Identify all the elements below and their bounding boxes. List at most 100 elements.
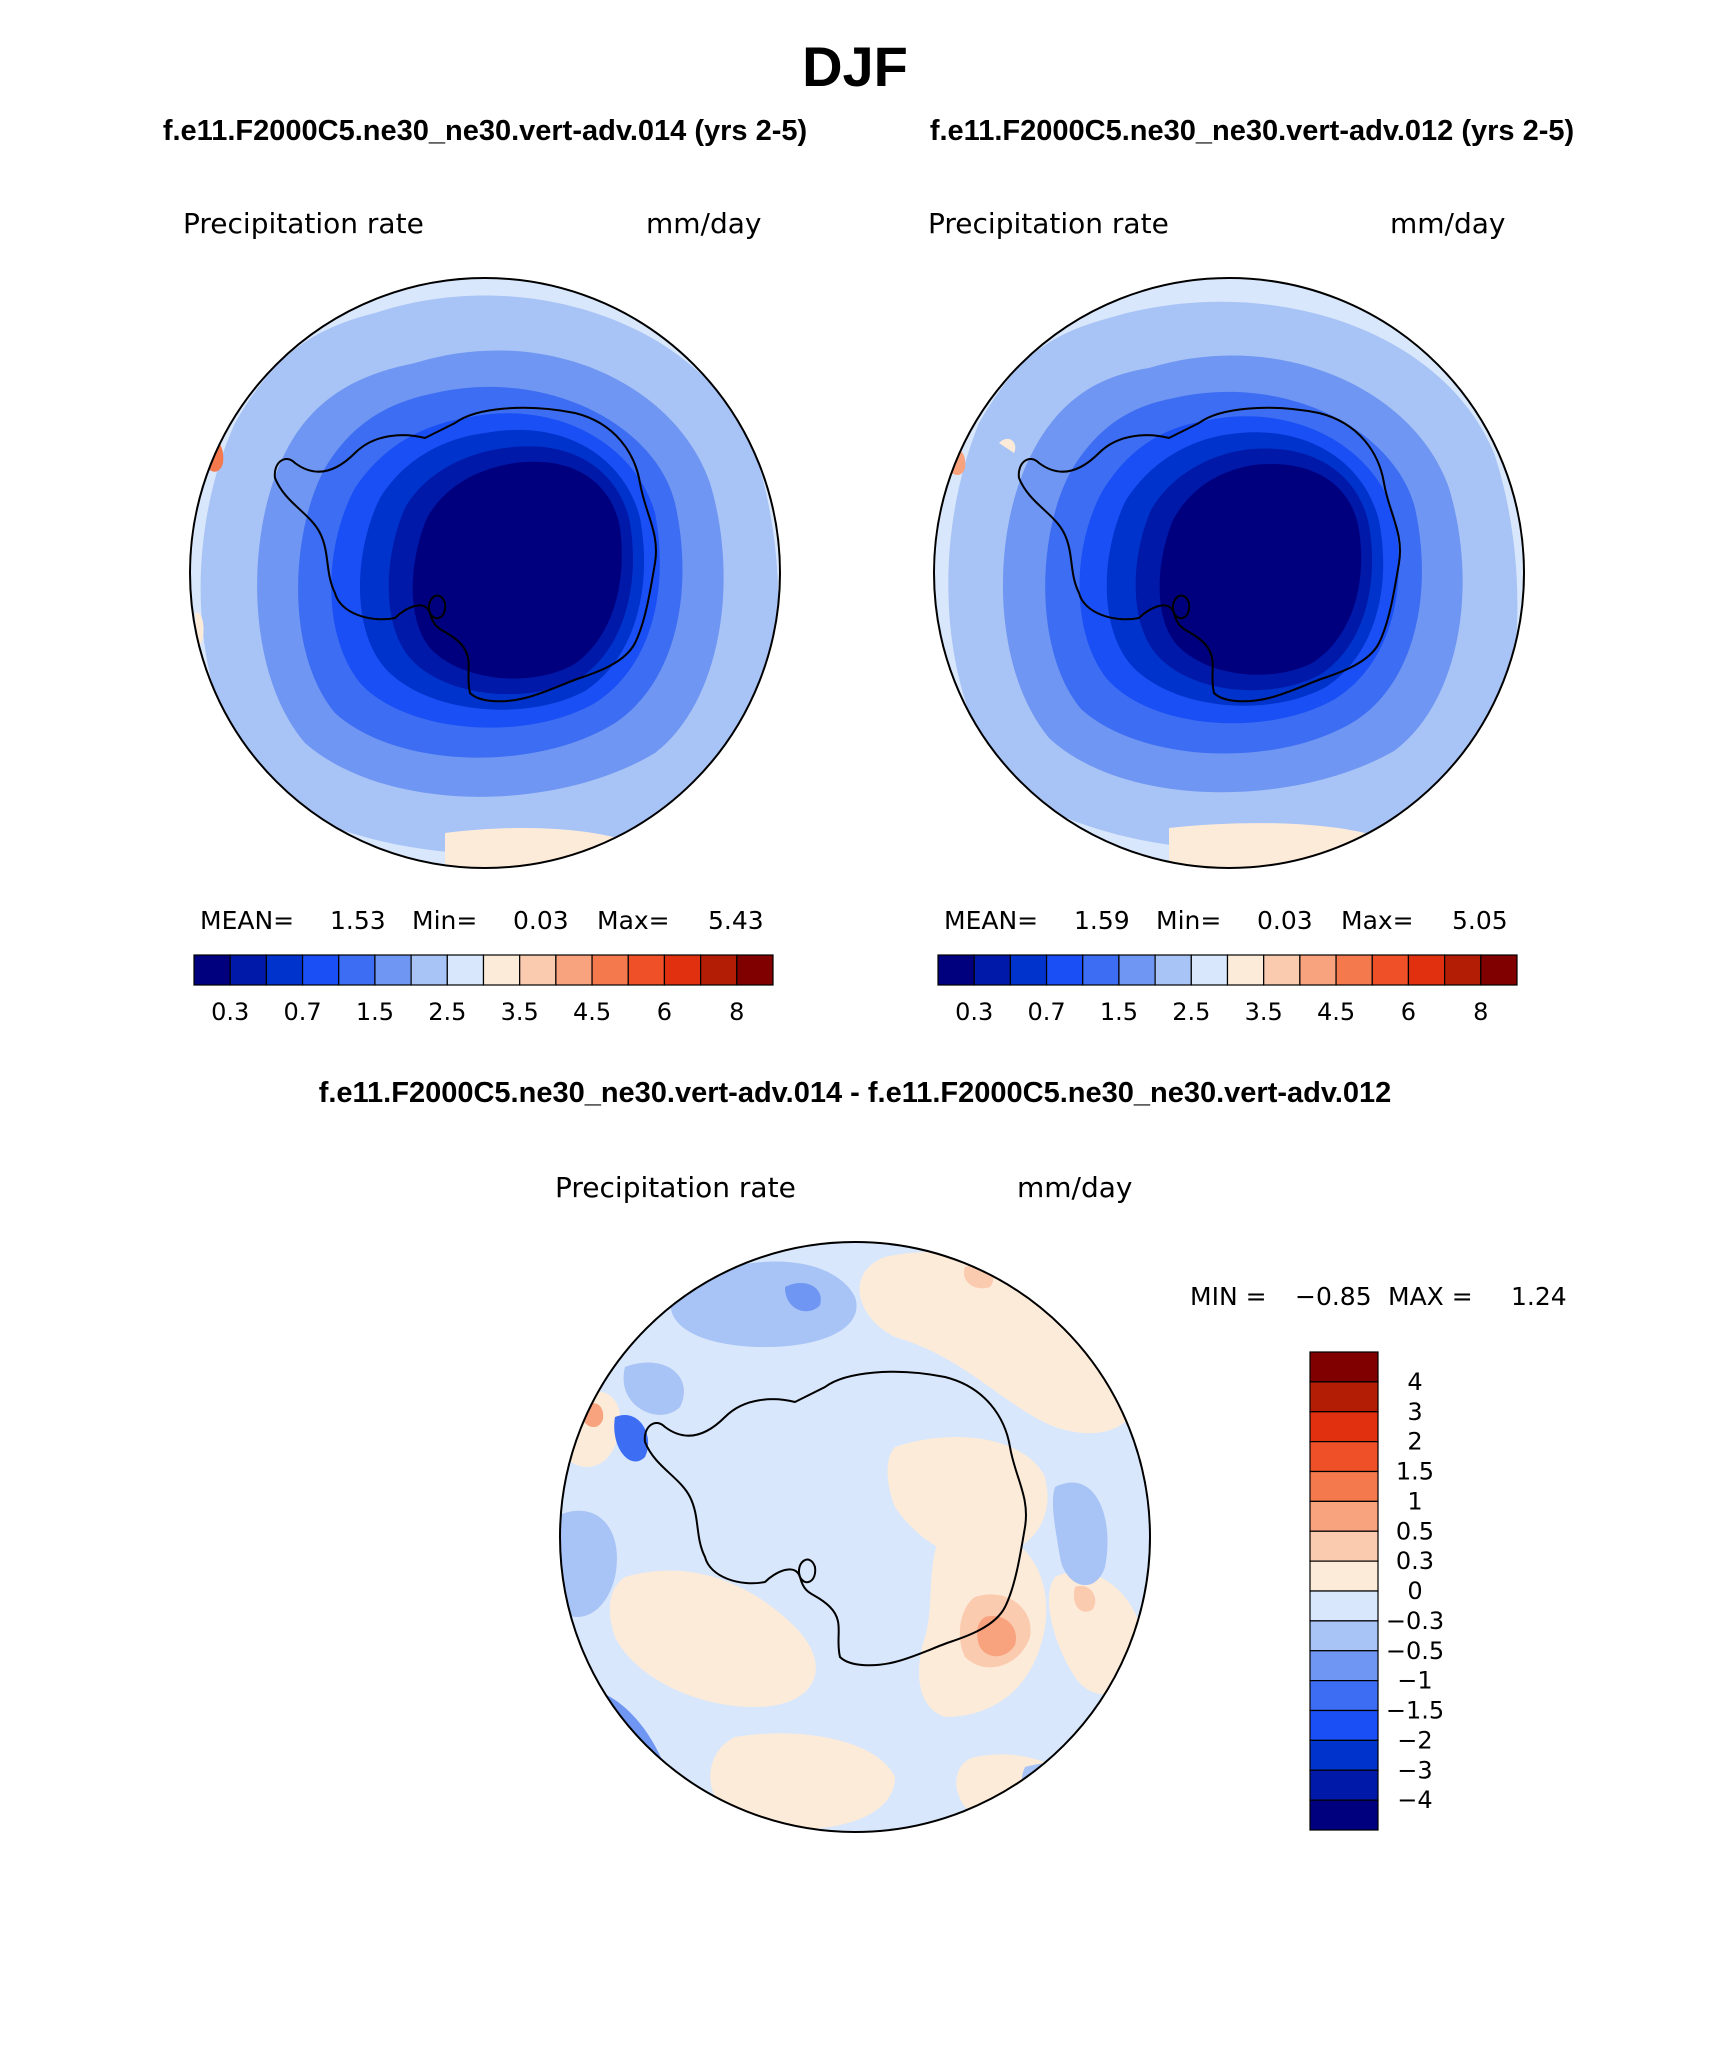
colorbar-tick-label: 0.3 bbox=[1396, 1547, 1434, 1575]
colorbar-tick-label: 0.3 bbox=[211, 998, 249, 1026]
colorbar-tick-label: 6 bbox=[657, 998, 672, 1026]
figure-title: DJF bbox=[802, 35, 908, 98]
colorbar-swatch bbox=[1309, 1381, 1379, 1413]
colorbar-swatch bbox=[1118, 954, 1156, 986]
colorbar-tick-label: 2 bbox=[1407, 1428, 1422, 1456]
colorbar-swatch bbox=[1309, 1560, 1379, 1592]
panel-1-max-label: Max= bbox=[597, 906, 670, 935]
panel-2-min-label: Min= bbox=[1156, 906, 1221, 935]
colorbar-swatch bbox=[555, 954, 593, 986]
panel-3-variable-label: Precipitation rate bbox=[555, 1171, 796, 1204]
colorbar-swatch bbox=[446, 954, 485, 986]
colorbar-swatch bbox=[700, 954, 738, 986]
colorbar-tick-label: 0.7 bbox=[283, 998, 321, 1026]
panel-3-max-label: MAX = bbox=[1388, 1282, 1473, 1311]
colorbar-tick-label: 1.5 bbox=[1396, 1458, 1434, 1486]
panel-1-variable-label: Precipitation rate bbox=[183, 207, 424, 240]
panel-1: Precipitation rate mm/day MEAN= bbox=[183, 207, 781, 1026]
colorbar-tick-label: −1.5 bbox=[1386, 1697, 1444, 1725]
panel-3-min-value: −0.85 bbox=[1295, 1282, 1372, 1311]
panel-3-max-value: 1.24 bbox=[1511, 1282, 1567, 1311]
colorbar-swatch bbox=[193, 954, 231, 986]
colorbar-swatch bbox=[1371, 954, 1410, 986]
panel-1-min-label: Min= bbox=[412, 906, 477, 935]
panel-2-units-label: mm/day bbox=[1390, 207, 1506, 240]
colorbar-swatch bbox=[1309, 1650, 1379, 1682]
panel-2-mean-label: MEAN= bbox=[944, 906, 1038, 935]
colorbar-swatch bbox=[338, 954, 376, 986]
colorbar-swatch bbox=[973, 954, 1011, 986]
colorbar-swatch bbox=[663, 954, 702, 986]
colorbar-tick-label: 3.5 bbox=[1245, 998, 1283, 1026]
colorbar-swatch bbox=[374, 954, 412, 986]
colorbar-tick-label: 8 bbox=[1473, 998, 1488, 1026]
colorbar-swatch bbox=[1309, 1590, 1379, 1622]
panel-1-mean-label: MEAN= bbox=[200, 906, 294, 935]
colorbar-tick-label: −0.3 bbox=[1386, 1607, 1444, 1635]
colorbar-tick-label: 1.5 bbox=[356, 998, 394, 1026]
colorbar-tick-label: 3.5 bbox=[501, 998, 539, 1026]
panel-1-stats: MEAN= 1.53 Min= 0.03 Max= 5.43 bbox=[200, 906, 764, 935]
panel-2: Precipitation rate mm/day MEAN= 1 bbox=[928, 207, 1525, 1026]
colorbar-swatch bbox=[482, 954, 521, 986]
panel-3-units-label: mm/day bbox=[1017, 1171, 1133, 1204]
panel-2-mean-value: 1.59 bbox=[1074, 906, 1130, 935]
colorbar-tick-label: 2.5 bbox=[428, 998, 466, 1026]
panel-2-max-value: 5.05 bbox=[1452, 906, 1508, 935]
colorbar-swatch bbox=[1045, 954, 1084, 986]
panel-2-min-value: 0.03 bbox=[1257, 906, 1313, 935]
panel-1-colorbar: 0.3 0.7 1.5 2.5 3.5 4.5 6 8 bbox=[193, 954, 774, 1026]
colorbar-swatch bbox=[1309, 1500, 1379, 1532]
colorbar-swatch bbox=[1309, 1769, 1379, 1801]
panel-2-max-label: Max= bbox=[1341, 906, 1414, 935]
colorbar-tick-label: 6 bbox=[1401, 998, 1416, 1026]
colorbar-swatch bbox=[519, 954, 557, 986]
colorbar-swatch bbox=[1309, 1351, 1379, 1383]
colorbar-swatch bbox=[1480, 954, 1518, 986]
colorbar-swatch bbox=[1309, 1620, 1379, 1652]
colorbar-tick-label: 8 bbox=[729, 998, 744, 1026]
colorbar-swatch bbox=[301, 954, 340, 986]
panel-3-min-label: MIN = bbox=[1190, 1282, 1267, 1311]
colorbar-swatch bbox=[229, 954, 267, 986]
panel-1-map bbox=[189, 277, 781, 869]
panel-3-case-title: f.e11.F2000C5.ne30_ne30.vert-adv.014 - f… bbox=[319, 1077, 1392, 1109]
colorbar-swatch bbox=[1309, 1739, 1379, 1771]
colorbar-tick-label: 3 bbox=[1407, 1398, 1422, 1426]
colorbar-swatch bbox=[1407, 954, 1446, 986]
panel-3-stats: MIN = −0.85 MAX = 1.24 bbox=[1190, 1282, 1567, 1311]
panel-2-variable-label: Precipitation rate bbox=[928, 207, 1169, 240]
colorbar-tick-label: 1.5 bbox=[1100, 998, 1138, 1026]
colorbar-swatch bbox=[1154, 954, 1192, 986]
colorbar-tick-label: −4 bbox=[1397, 1786, 1432, 1814]
colorbar-swatch bbox=[1309, 1470, 1379, 1502]
colorbar-swatch bbox=[1299, 954, 1337, 986]
colorbar-swatch bbox=[1309, 1680, 1379, 1712]
panel-1-min-value: 0.03 bbox=[513, 906, 569, 935]
colorbar-tick-label: 4.5 bbox=[1317, 998, 1355, 1026]
colorbar-swatch bbox=[627, 954, 666, 986]
panel-2-case-title: f.e11.F2000C5.ne30_ne30.vert-adv.012 (yr… bbox=[930, 115, 1574, 147]
colorbar-swatch bbox=[1190, 954, 1229, 986]
colorbar-swatch bbox=[1082, 954, 1120, 986]
panel-1-max-value: 5.43 bbox=[708, 906, 764, 935]
colorbar-tick-label: −2 bbox=[1397, 1726, 1432, 1754]
panel-2-stats: MEAN= 1.59 Min= 0.03 Max= 5.05 bbox=[944, 906, 1508, 935]
colorbar-swatch bbox=[1226, 954, 1265, 986]
colorbar-swatch bbox=[1009, 954, 1048, 986]
colorbar-tick-label: 1 bbox=[1407, 1487, 1422, 1515]
panel-2-colorbar: 0.3 0.7 1.5 2.5 3.5 4.5 6 8 bbox=[937, 954, 1518, 1026]
colorbar-tick-label: −3 bbox=[1397, 1756, 1432, 1784]
colorbar-tick-label: 0.7 bbox=[1027, 998, 1065, 1026]
panel-1-case-title: f.e11.F2000C5.ne30_ne30.vert-adv.014 (yr… bbox=[163, 115, 807, 147]
colorbar-swatch bbox=[410, 954, 448, 986]
colorbar-tick-label: −0.5 bbox=[1386, 1637, 1444, 1665]
colorbar-tick-label: −1 bbox=[1397, 1667, 1432, 1695]
colorbar-swatch bbox=[1309, 1799, 1379, 1831]
colorbar-swatch bbox=[1309, 1709, 1379, 1741]
colorbar-tick-label: 2.5 bbox=[1172, 998, 1210, 1026]
colorbar-swatch bbox=[1309, 1411, 1379, 1443]
colorbar-swatch bbox=[591, 954, 629, 986]
